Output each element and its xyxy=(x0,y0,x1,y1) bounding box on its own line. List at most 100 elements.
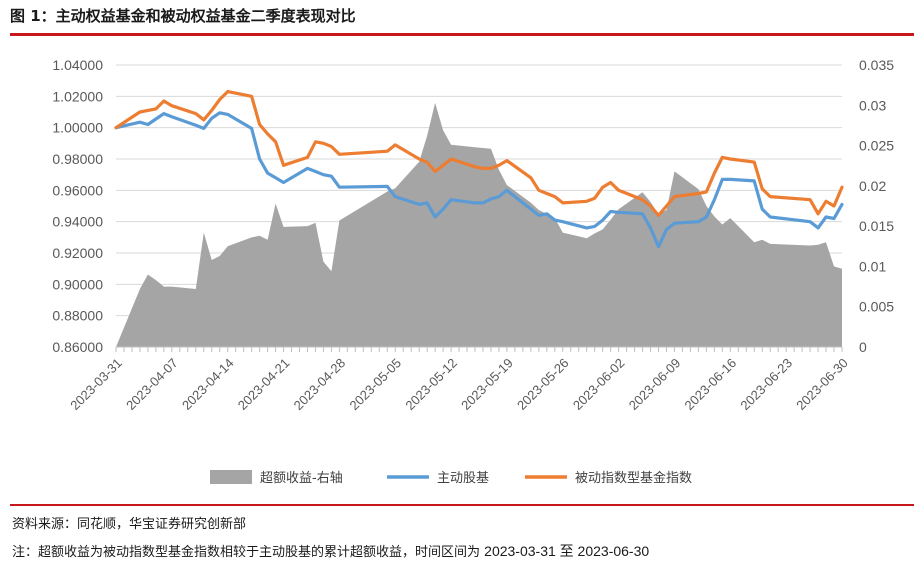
active-equity-fund-point xyxy=(275,177,277,179)
y-right-tick-label: 0.025 xyxy=(859,138,894,154)
active-equity-fund-point xyxy=(546,213,548,215)
passive-index-fund-point xyxy=(594,197,596,199)
active-equity-fund-point xyxy=(283,182,285,184)
y-left-tick-label: 0.86000 xyxy=(52,339,103,355)
passive-index-fund-point xyxy=(769,196,771,198)
x-tick-label: 2023-04-21 xyxy=(235,355,293,413)
active-equity-fund-point xyxy=(418,203,420,205)
excess-return-point xyxy=(490,148,492,150)
footnote-date-range: 2023-03-31 至 2023-06-30 xyxy=(484,543,650,559)
figure-title: 图 1：主动权益基金和被动权益基金二季度表现对比 xyxy=(10,7,356,25)
footnote: 注：超额收益为被动指数型基金指数相较于主动股基的累计超额收益，时间区间为 202… xyxy=(12,541,649,561)
excess-return-point xyxy=(841,268,843,270)
passive-index-fund-point xyxy=(562,202,564,204)
y-right-tick-label: 0.01 xyxy=(859,258,886,274)
passive-index-fund-point xyxy=(618,189,620,191)
passive-index-fund-point xyxy=(306,156,308,158)
active-equity-fund-point xyxy=(833,218,835,220)
passive-index-fund-point xyxy=(721,156,723,158)
passive-index-fund-point xyxy=(163,100,165,102)
excess-return-point xyxy=(562,232,564,234)
active-equity-fund-point xyxy=(338,186,340,188)
passive-index-fund-point xyxy=(139,111,141,113)
passive-index-fund-point xyxy=(713,172,715,174)
active-equity-fund-point xyxy=(769,216,771,218)
passive-index-fund-point xyxy=(530,177,532,179)
legend-item-active-equity: 主动股基 xyxy=(387,471,489,486)
excess-return-point xyxy=(434,102,436,104)
active-equity-fund-point xyxy=(650,227,652,229)
active-equity-fund-point xyxy=(697,221,699,223)
active-equity-fund-point xyxy=(171,116,173,118)
excess-return-point xyxy=(338,220,340,222)
excess-return-point xyxy=(227,245,229,247)
active-equity-fund-point xyxy=(394,196,396,198)
excess-return-point xyxy=(139,288,141,290)
excess-return-point xyxy=(506,184,508,186)
excess-return-point xyxy=(665,209,667,211)
passive-index-fund-point xyxy=(753,161,755,163)
excess-return-point xyxy=(450,144,452,146)
excess-return-point xyxy=(171,286,173,288)
y-right-tick-label: 0.005 xyxy=(859,299,894,315)
y-right-tick-label: 0.015 xyxy=(859,218,894,234)
active-equity-fund-point xyxy=(673,222,675,224)
x-tick-label: 2023-06-02 xyxy=(570,355,628,413)
active-equity-fund-point xyxy=(753,180,755,182)
passive-index-fund-point xyxy=(665,205,667,207)
active-equity-fund-point xyxy=(761,208,763,210)
excess-return-point xyxy=(586,237,588,239)
y-left-tick-label: 1.00000 xyxy=(52,120,103,136)
excess-return-point xyxy=(386,190,388,192)
y-right-tick-label: 0 xyxy=(859,339,867,355)
passive-index-fund-point xyxy=(251,95,253,97)
legend: 超额收益-右轴 主动股基 被动指数型基金指数 xyxy=(210,470,692,486)
active-equity-fund-line xyxy=(114,111,844,249)
active-equity-fund-point xyxy=(562,221,564,223)
y-right-tick-label: 0.03 xyxy=(859,97,886,113)
legend-swatch-area xyxy=(210,470,252,484)
passive-index-fund-point xyxy=(538,189,540,191)
active-equity-fund-point xyxy=(482,202,484,204)
excess-return-area-layer xyxy=(116,102,843,348)
active-equity-fund-point xyxy=(306,167,308,169)
passive-index-fund-point xyxy=(426,161,428,163)
passive-index-fund-point xyxy=(322,142,324,144)
excess-return-point xyxy=(219,255,221,257)
excess-return-point xyxy=(314,222,316,224)
excess-return-point xyxy=(306,225,308,227)
excess-return-point xyxy=(817,244,819,246)
y-left-tick-label: 0.92000 xyxy=(52,245,103,261)
active-equity-fund-point xyxy=(450,199,452,201)
active-equity-fund-point xyxy=(490,198,492,200)
excess-return-point xyxy=(761,239,763,241)
passive-index-fund-point xyxy=(833,205,835,207)
excess-return-point xyxy=(713,215,715,217)
passive-index-fund-point xyxy=(602,186,604,188)
legend-label: 主动股基 xyxy=(437,471,489,486)
active-equity-fund-point xyxy=(642,213,644,215)
passive-index-fund-point xyxy=(658,214,660,216)
passive-index-fund-point xyxy=(227,91,229,93)
passive-index-fund-point xyxy=(171,105,173,107)
passive-index-fund-point xyxy=(809,199,811,201)
passive-index-fund-point xyxy=(155,108,157,110)
x-tick-label: 2023-04-07 xyxy=(123,355,181,413)
active-equity-fund-point xyxy=(594,225,596,227)
x-tick-label: 2023-05-05 xyxy=(347,355,405,413)
active-equity-fund-point xyxy=(658,246,660,248)
excess-return-point xyxy=(322,261,324,263)
active-equity-fund-point xyxy=(825,216,827,218)
passive-index-fund-point xyxy=(275,141,277,143)
excess-return-point xyxy=(833,265,835,267)
chart: 0.86000 0.88000 0.90000 0.92000 0.94000 0.960… xyxy=(52,57,894,486)
excess-return-point xyxy=(610,219,612,221)
x-tick-label: 2023-03-31 xyxy=(67,355,125,413)
x-tick-label: 2023-06-23 xyxy=(737,355,795,413)
passive-index-fund-point xyxy=(115,127,117,129)
passive-index-fund-point xyxy=(267,133,269,135)
excess-return-point xyxy=(721,224,723,226)
y-left-tick-label: 0.90000 xyxy=(52,276,103,292)
passive-index-fund-point xyxy=(330,145,332,147)
active-equity-fund-point xyxy=(721,178,723,180)
